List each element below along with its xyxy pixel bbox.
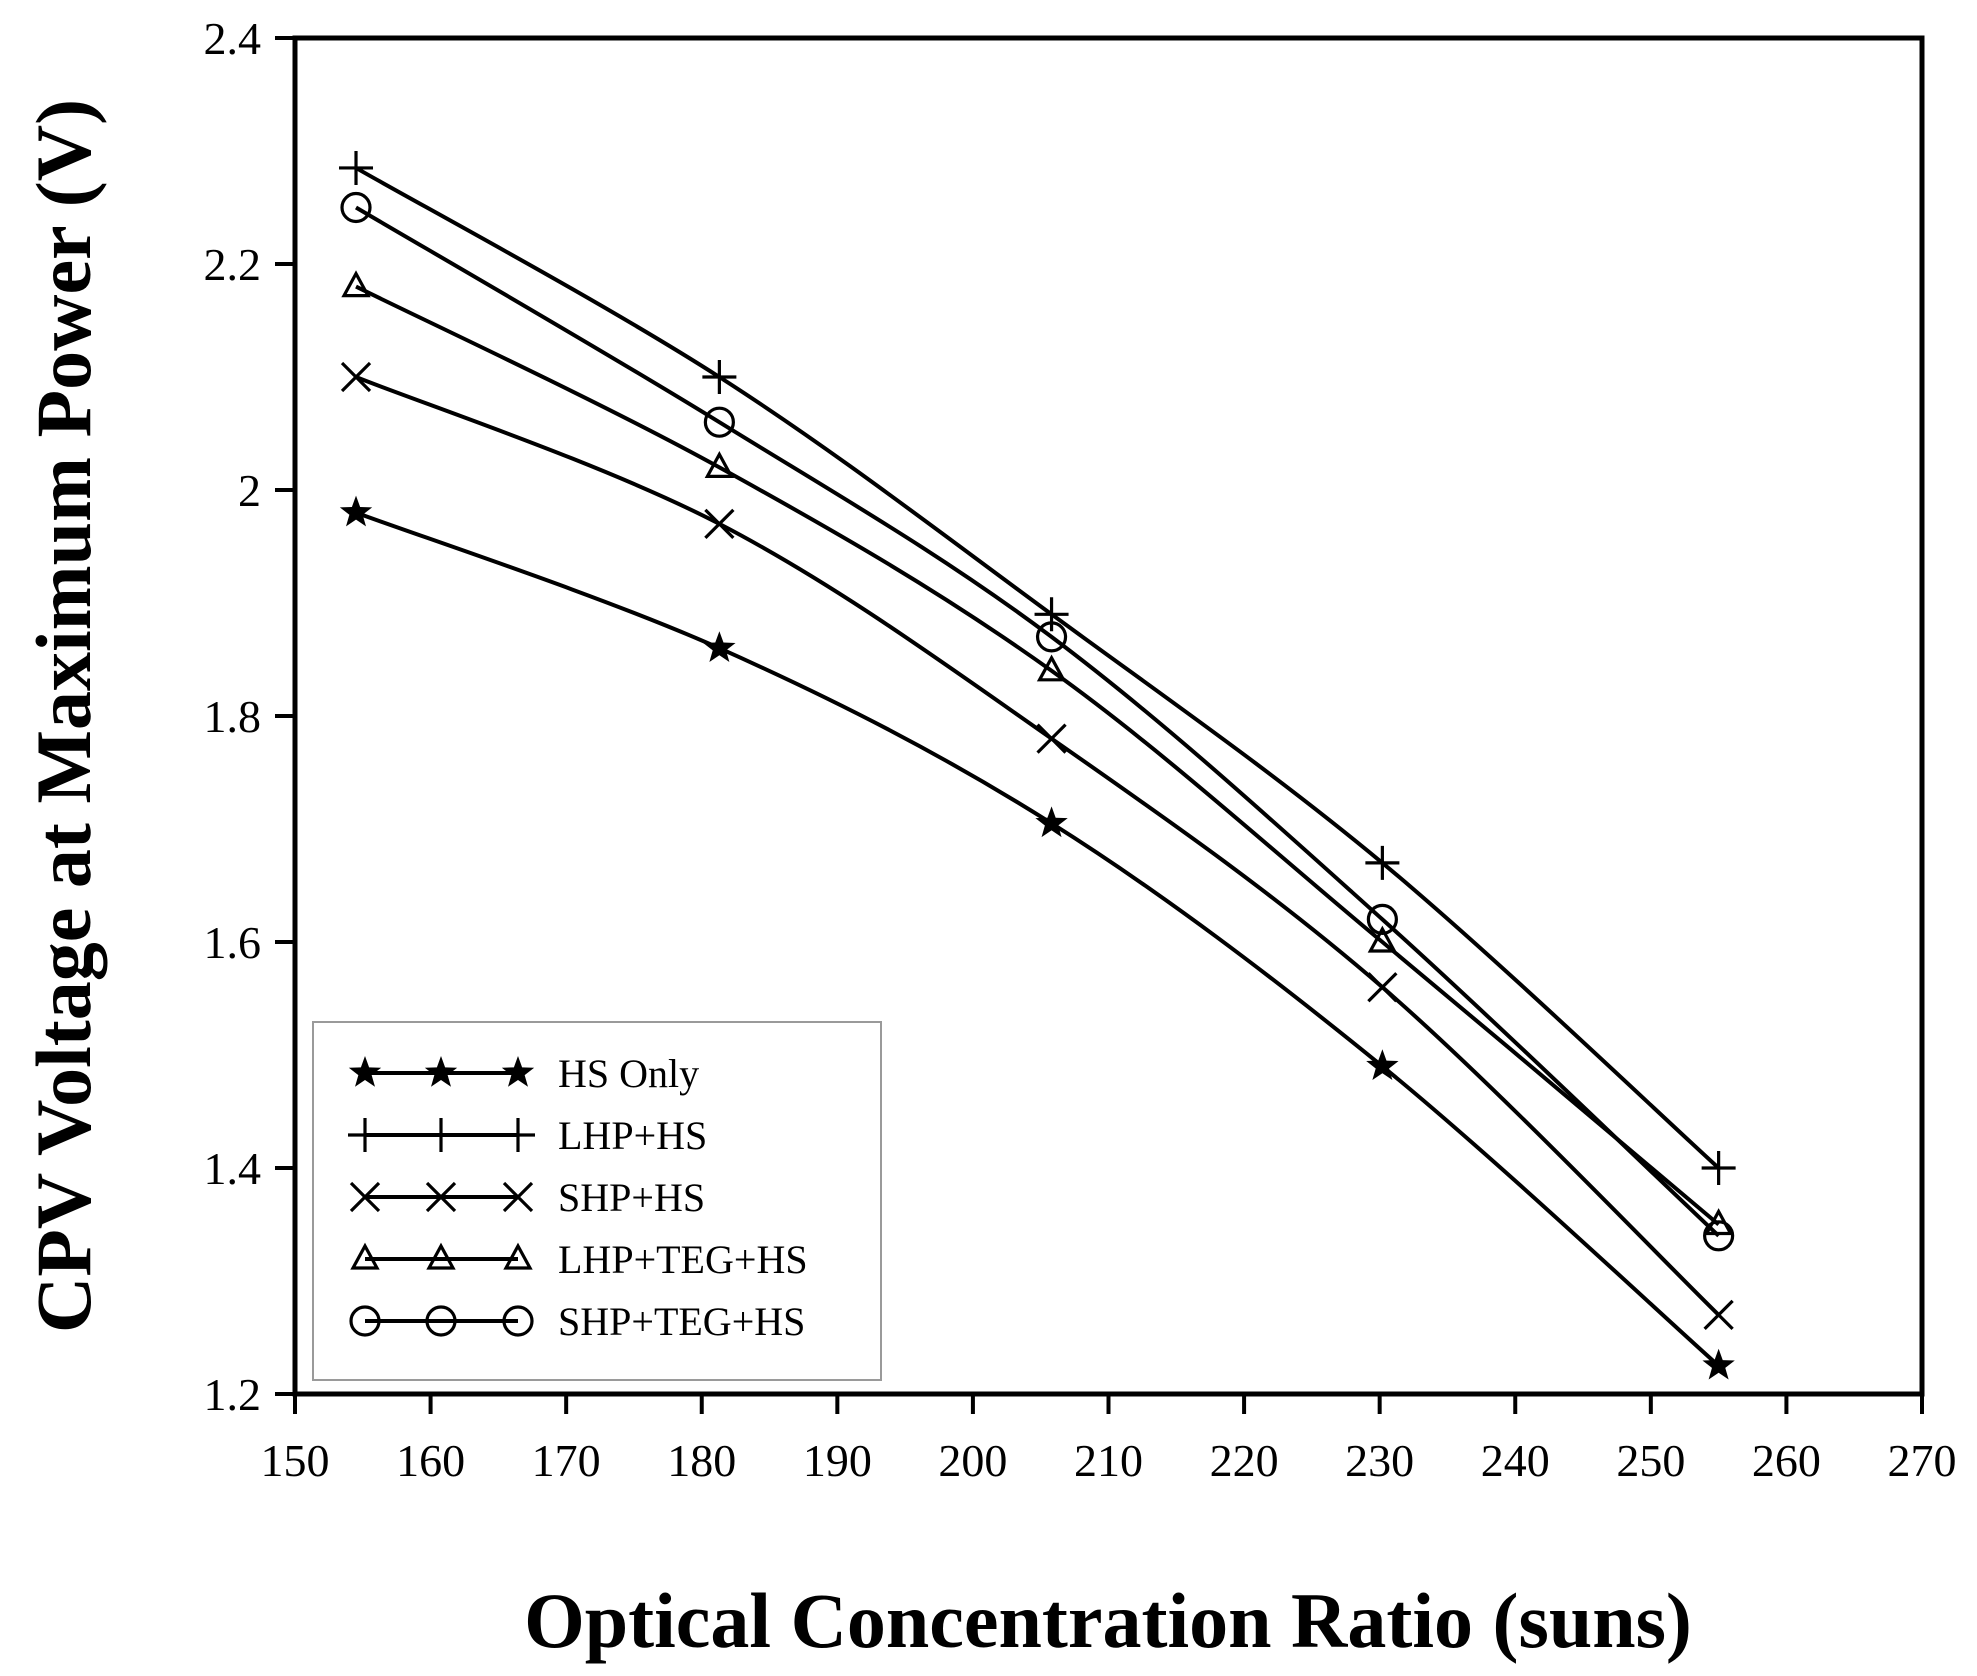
- data-point-shp-teg-hs: [340, 191, 372, 224]
- x-tick-label: 240: [1481, 1435, 1550, 1486]
- series-line-shp-hs: [355, 375, 1721, 1317]
- legend-label: SHP+HS: [558, 1175, 705, 1220]
- data-point-lhp-teg-hs: [341, 270, 371, 298]
- series-line-hs-only: [355, 510, 1720, 1368]
- legend-marker-hs-only: [424, 1056, 458, 1087]
- legend-marker-lhp-hs: [424, 1118, 458, 1152]
- data-point-hs-only: [339, 495, 373, 527]
- legend-item-lhp-hs: LHP+HS: [348, 1113, 707, 1158]
- legend-marker-lhp-teg-hs: [503, 1242, 533, 1270]
- legend-marker-shp-teg-hs: [425, 1305, 457, 1337]
- data-point-lhp-teg-hs: [1036, 654, 1067, 682]
- x-tick-label: 170: [532, 1435, 601, 1486]
- data-point-hs-only: [1702, 1348, 1735, 1380]
- data-point-shp-hs: [704, 508, 735, 540]
- x-tick-label: 270: [1888, 1435, 1957, 1486]
- legend-marker-shp-hs: [425, 1181, 457, 1213]
- legend-marker-lhp-teg-hs: [426, 1242, 456, 1270]
- legend-entries: HS Only LHP+HS SHP+HS LHP+TEG+HS SHP+TEG+HS: [348, 1051, 808, 1344]
- legend-marker-lhp-hs: [348, 1118, 382, 1152]
- axis-tick-labels: 150 160 170 180 190 200 210 220 230 240 250 260 270 1…: [204, 13, 1957, 1486]
- legend-marker-shp-hs: [349, 1181, 381, 1213]
- y-tick-label: 1.6: [204, 917, 262, 968]
- data-point-hs-only: [1366, 1049, 1399, 1081]
- legend: HS Only LHP+HS SHP+HS LHP+TEG+HS SHP+TEG+HS: [312, 1021, 882, 1381]
- axis-ticks: [275, 36, 1924, 1414]
- series-line-lhp-teg-hs: [355, 284, 1720, 1227]
- data-point-lhp-teg-hs: [1367, 925, 1398, 953]
- x-tick-label: 250: [1616, 1435, 1685, 1486]
- series-line-shp-teg-hs: [354, 205, 1721, 1238]
- data-point-shp-teg-hs: [1366, 903, 1398, 936]
- data-point-shp-teg-hs: [703, 406, 735, 438]
- data-point-lhp-hs: [1365, 845, 1400, 880]
- data-point-lhp-hs: [339, 150, 374, 185]
- y-tick-label: 1.4: [204, 1143, 262, 1194]
- data-point-lhp-hs: [1034, 597, 1069, 632]
- data-point-shp-hs: [340, 361, 372, 393]
- x-tick-label: 210: [1074, 1435, 1143, 1486]
- data-point-lhp-hs: [702, 360, 737, 394]
- y-tick-label: 2: [238, 465, 261, 516]
- x-tick-label: 230: [1345, 1435, 1414, 1486]
- y-tick-label: 2.4: [204, 13, 262, 64]
- y-tick-label: 1.8: [204, 691, 262, 742]
- x-tick-label: 260: [1752, 1435, 1821, 1486]
- data-point-lhp-teg-hs: [704, 451, 735, 478]
- data-point-shp-teg-hs: [1035, 621, 1068, 653]
- data-point-hs-only: [1035, 806, 1068, 838]
- legend-label: LHP+HS: [558, 1113, 707, 1158]
- data-point-shp-teg-hs: [1703, 1220, 1735, 1252]
- legend-marker-shp-hs: [502, 1181, 534, 1213]
- data-point-shp-hs: [1703, 1299, 1734, 1331]
- legend-marker-shp-teg-hs: [349, 1305, 381, 1337]
- legend-item-lhp-teg-hs: LHP+TEG+HS: [350, 1237, 808, 1282]
- y-tick-label: 2.2: [204, 239, 262, 290]
- legend-item-shp-hs: SHP+HS: [349, 1175, 705, 1220]
- x-tick-label: 180: [667, 1435, 736, 1486]
- y-tick-label: 1.2: [204, 1369, 262, 1420]
- data-point-shp-hs: [1036, 723, 1067, 754]
- data-point-shp-hs: [1367, 972, 1398, 1003]
- x-tick-label: 220: [1210, 1435, 1279, 1486]
- legend-marker-hs-only: [501, 1056, 535, 1087]
- x-tick-label: 150: [261, 1435, 330, 1486]
- legend-item-shp-teg-hs: SHP+TEG+HS: [349, 1299, 805, 1344]
- legend-label: SHP+TEG+HS: [558, 1299, 805, 1344]
- legend-item-hs-only: HS Only: [348, 1051, 699, 1096]
- data-point-lhp-hs: [1701, 1151, 1736, 1185]
- data-point-hs-only: [703, 631, 736, 662]
- legend-label: HS Only: [558, 1051, 699, 1096]
- x-tick-label: 190: [803, 1435, 872, 1486]
- legend-marker-lhp-hs: [501, 1118, 535, 1152]
- x-tick-label: 200: [938, 1435, 1007, 1486]
- legend-marker-shp-teg-hs: [502, 1305, 534, 1337]
- x-tick-label: 160: [396, 1435, 465, 1486]
- legend-marker-hs-only: [348, 1056, 382, 1087]
- legend-label: LHP+TEG+HS: [558, 1237, 808, 1282]
- x-axis-title: Optical Concentration Ratio (suns): [524, 1577, 1692, 1664]
- legend-marker-lhp-teg-hs: [350, 1242, 380, 1270]
- y-axis-title: CPV Voltage at Maximum Power (V): [20, 99, 107, 1333]
- plot-markers: [339, 150, 1736, 1380]
